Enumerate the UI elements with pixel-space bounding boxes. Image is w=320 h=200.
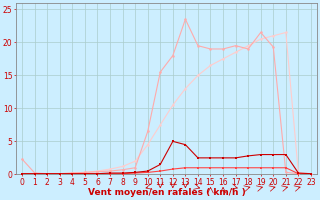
X-axis label: Vent moyen/en rafales ( km/h ): Vent moyen/en rafales ( km/h ): [88, 188, 245, 197]
